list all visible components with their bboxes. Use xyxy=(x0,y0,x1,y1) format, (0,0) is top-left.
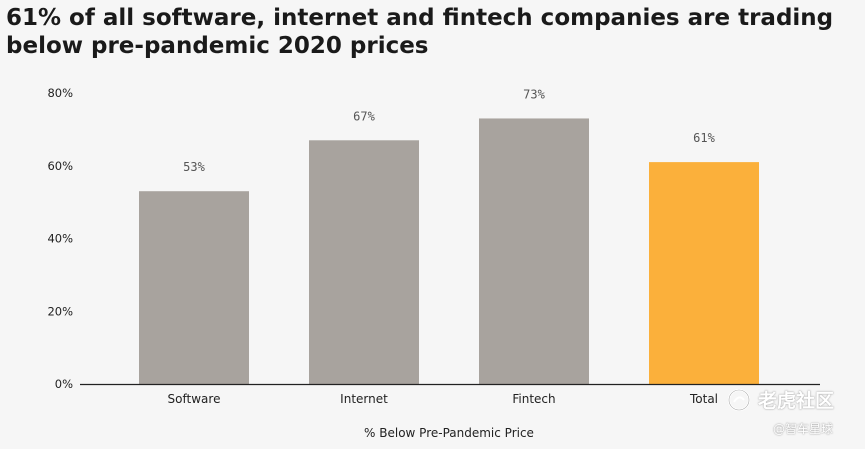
data-label: 61% xyxy=(693,131,715,145)
y-tick-label: 0% xyxy=(55,377,73,391)
x-axis-label: % Below Pre-Pandemic Price xyxy=(364,426,534,440)
x-tick-label: Total xyxy=(689,392,718,406)
chart-title: 61% of all software, internet and fintec… xyxy=(6,5,834,59)
watermark-text: 老虎社区 xyxy=(758,390,835,412)
data-label: 67% xyxy=(353,109,375,123)
x-tick-label: Internet xyxy=(340,392,388,406)
bar-software xyxy=(139,191,249,384)
bar-fintech xyxy=(479,118,589,385)
bar-total xyxy=(649,162,759,384)
x-tick-label: Fintech xyxy=(512,392,555,406)
bar-internet xyxy=(309,140,419,384)
y-tick-label: 20% xyxy=(47,304,73,318)
y-tick-label: 80% xyxy=(47,86,73,100)
y-tick-label: 60% xyxy=(47,159,73,173)
tiger-logo-icon xyxy=(727,388,751,412)
data-label: 73% xyxy=(523,87,545,101)
data-label: 53% xyxy=(183,160,205,174)
watermark-subtext: @智车星球 xyxy=(773,422,834,436)
x-tick-label: Software xyxy=(168,392,221,406)
y-tick-label: 40% xyxy=(47,232,73,246)
